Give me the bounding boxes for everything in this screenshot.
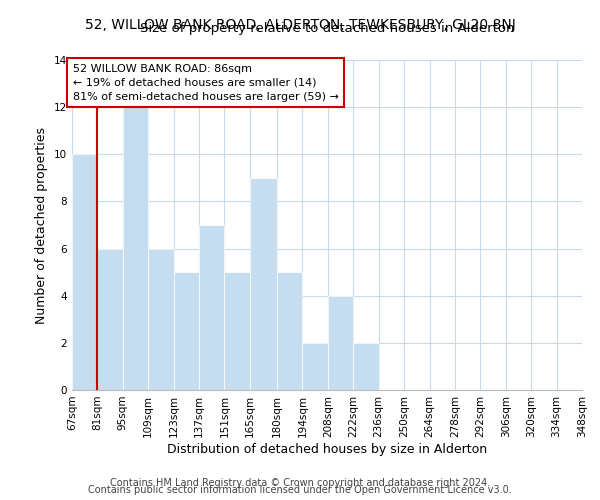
Bar — [250, 178, 277, 390]
Bar — [353, 343, 379, 390]
Text: 52 WILLOW BANK ROAD: 86sqm
← 19% of detached houses are smaller (14)
81% of semi: 52 WILLOW BANK ROAD: 86sqm ← 19% of deta… — [73, 64, 339, 102]
Bar — [173, 272, 199, 390]
Bar — [302, 343, 328, 390]
Bar — [97, 248, 123, 390]
Bar — [148, 248, 173, 390]
Title: Size of property relative to detached houses in Alderton: Size of property relative to detached ho… — [140, 22, 514, 35]
Text: Contains HM Land Registry data © Crown copyright and database right 2024.: Contains HM Land Registry data © Crown c… — [110, 478, 490, 488]
Text: 52, WILLOW BANK ROAD, ALDERTON, TEWKESBURY, GL20 8NJ: 52, WILLOW BANK ROAD, ALDERTON, TEWKESBU… — [85, 18, 515, 32]
Bar — [199, 225, 224, 390]
X-axis label: Distribution of detached houses by size in Alderton: Distribution of detached houses by size … — [167, 442, 487, 456]
Bar — [123, 107, 148, 390]
Bar — [328, 296, 353, 390]
Bar — [224, 272, 250, 390]
Text: Contains public sector information licensed under the Open Government Licence v3: Contains public sector information licen… — [88, 485, 512, 495]
Bar — [277, 272, 302, 390]
Y-axis label: Number of detached properties: Number of detached properties — [35, 126, 49, 324]
Bar — [72, 154, 97, 390]
